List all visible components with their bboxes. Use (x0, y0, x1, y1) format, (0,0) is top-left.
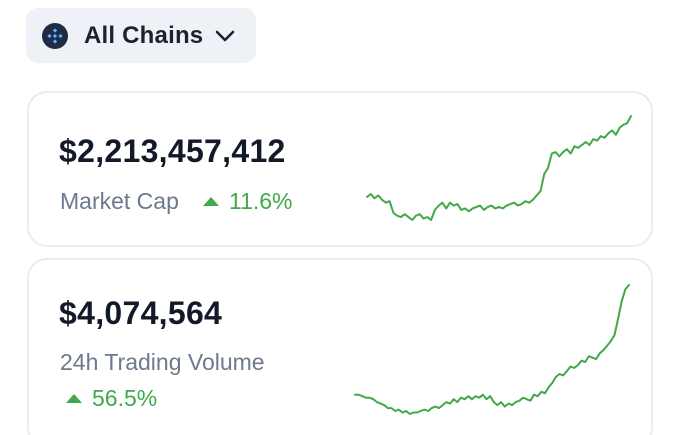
trading-volume-sparkline (354, 284, 630, 415)
market-cap-card[interactable]: $2,213,457,412 Market Cap 11.6% (27, 91, 653, 247)
chevron-down-icon (215, 30, 235, 42)
market-cap-sparkline (366, 115, 632, 221)
market-cap-label: Market Cap (60, 188, 179, 214)
chain-network-icon (42, 22, 68, 49)
trading-volume-card[interactable]: $4,074,564 24h Trading Volume 56.5% (27, 258, 653, 435)
chain-selector-label: All Chains (84, 21, 204, 49)
triangle-up-icon (203, 197, 219, 206)
trading-volume-change-value: 56.5% (92, 385, 158, 411)
triangle-up-icon (66, 394, 82, 403)
market-cap-value: $2,213,457,412 (59, 133, 286, 169)
sparkline-line (354, 284, 630, 415)
sparkline-line (366, 115, 632, 221)
chain-selector-dropdown[interactable]: All Chains (26, 8, 256, 63)
trading-volume-change: 56.5% (66, 385, 157, 412)
trading-volume-value: $4,074,564 (59, 295, 223, 331)
trading-volume-label: 24h Trading Volume (60, 349, 265, 375)
market-cap-change-value: 11.6% (229, 188, 293, 214)
market-cap-change: 11.6% (203, 188, 293, 215)
